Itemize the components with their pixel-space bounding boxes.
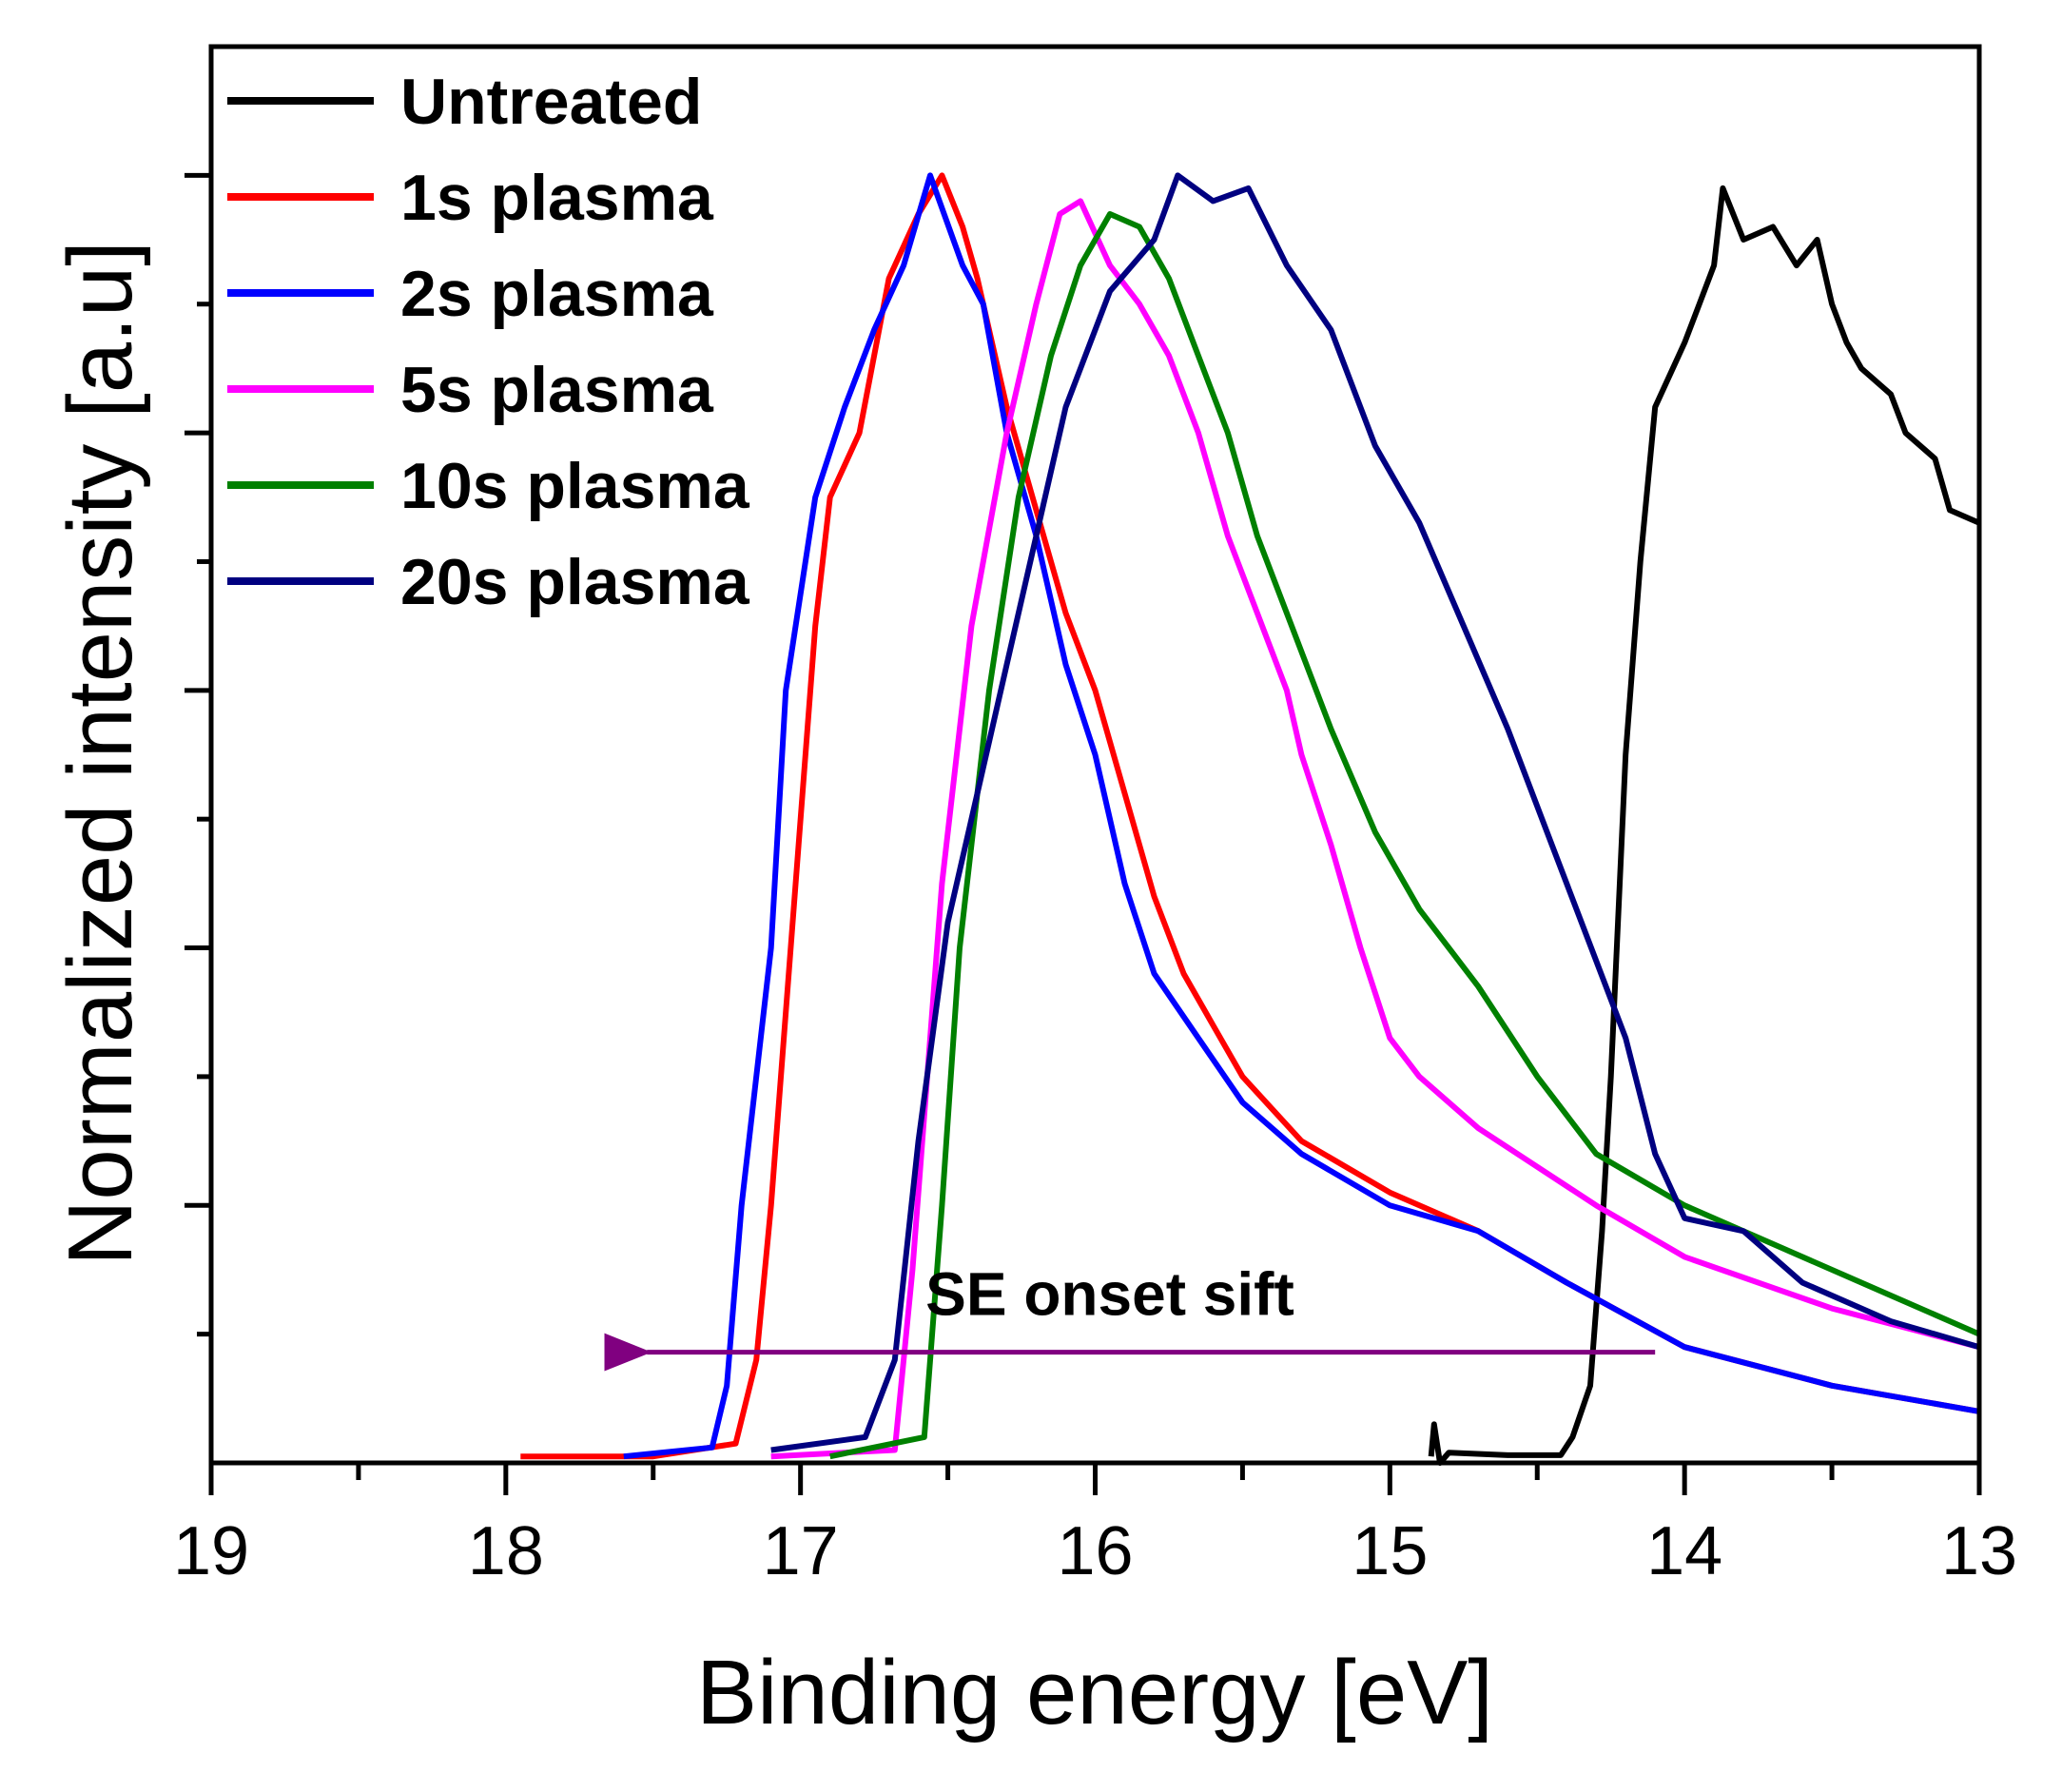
x-axis-title: Binding energy [eV] xyxy=(696,1642,1493,1743)
legend: Untreated 1s plasma 2s plasma 5s plasma 10s … xyxy=(227,66,750,618)
legend-item: 2s plasma xyxy=(227,258,714,330)
x-tick-label: 18 xyxy=(468,1513,544,1589)
series-line-2s-plasma xyxy=(623,172,1980,1460)
x-tick-label: 13 xyxy=(1941,1513,2017,1589)
y-axis-title: Normalized intensity [a.u] xyxy=(49,241,151,1266)
series-line-1s-plasma xyxy=(520,172,1980,1460)
legend-item: 5s plasma xyxy=(227,354,714,426)
x-tick-labels: 19 18 17 16 15 14 13 xyxy=(173,1513,2017,1589)
onset-shift-label: SE onset sift xyxy=(925,1259,1294,1328)
legend-label: 20s plasma xyxy=(400,546,750,618)
series-line-10s-plasma xyxy=(829,211,1981,1460)
legend-item: Untreated xyxy=(227,66,702,138)
x-tick-label: 19 xyxy=(173,1513,249,1589)
x-tick-label: 17 xyxy=(763,1513,839,1589)
x-tick-label: 14 xyxy=(1646,1513,1722,1589)
legend-label: 2s plasma xyxy=(400,258,714,330)
axis-ticks xyxy=(185,172,1982,1495)
legend-label: Untreated xyxy=(400,66,702,138)
series-line-20s-plasma xyxy=(770,172,1980,1453)
annotation: SE onset sift xyxy=(604,1259,1656,1372)
x-tick-label: 16 xyxy=(1057,1513,1133,1589)
series-lines xyxy=(520,172,1981,1466)
legend-label: 5s plasma xyxy=(400,354,714,426)
legend-label: 1s plasma xyxy=(400,162,714,234)
legend-item: 1s plasma xyxy=(227,162,714,234)
series-line-untreated xyxy=(1428,185,1981,1466)
series-line-5s-plasma xyxy=(770,198,1980,1460)
legend-label: 10s plasma xyxy=(400,450,750,522)
legend-item: 20s plasma xyxy=(227,546,750,618)
x-tick-label: 15 xyxy=(1352,1513,1428,1589)
legend-item: 10s plasma xyxy=(227,450,750,522)
